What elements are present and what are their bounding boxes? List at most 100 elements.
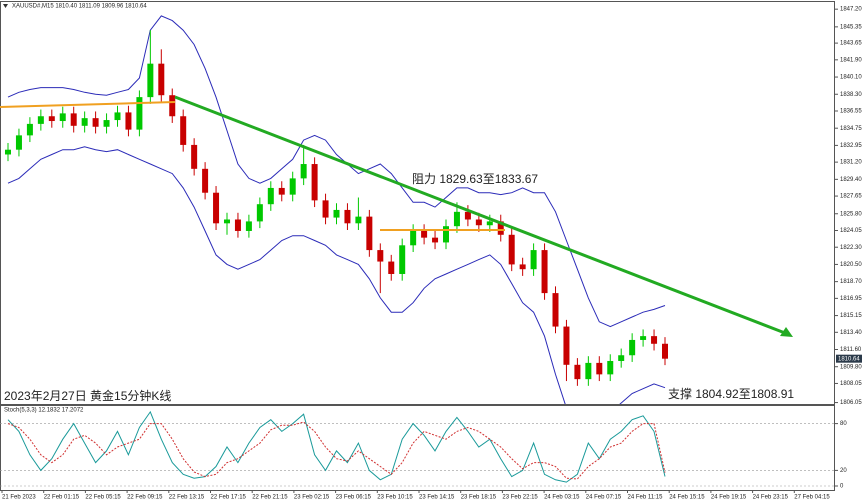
band-lower (7, 146, 666, 404)
candle-body (585, 362, 592, 380)
current-price-label: 1810.64 (838, 356, 860, 362)
candle-body (191, 144, 198, 169)
sub-frame (0, 405, 835, 491)
candle-body (344, 209, 351, 224)
trend-line (174, 95, 786, 335)
y-tick-label: 1824.05 (840, 228, 862, 234)
header-icon (3, 4, 8, 8)
y-tick-label: 1829.40 (840, 177, 862, 183)
x-tick-label: 27 Feb 04:15 (794, 495, 830, 501)
y-tick-label: 1827.65 (840, 194, 862, 200)
candle-body (563, 326, 570, 365)
candle-body (443, 226, 449, 243)
candle-body (574, 364, 581, 380)
candle-body (245, 221, 252, 231)
x-tick-label: 22 Feb 13:15 (169, 495, 205, 501)
candle-body (5, 149, 11, 155)
sub-y-tick-label: 20 (840, 468, 847, 474)
x-tick-label: 24 Feb 03:15 (544, 495, 580, 501)
candle-body (256, 204, 263, 222)
x-tick-label: 21 Feb 2023 (2, 495, 36, 501)
stoch-d (7, 421, 666, 480)
support-note: 支撑 1804.92至1808.91 (668, 386, 794, 401)
x-tick-label: 23 Feb 14:15 (419, 495, 455, 501)
stoch-k (7, 410, 666, 483)
x-tick-label: 24 Feb 23:15 (753, 495, 789, 501)
y-tick-label: 1813.40 (840, 330, 862, 336)
y-tick-label: 1838.30 (840, 92, 862, 98)
x-tick-label: 23 Feb 22:15 (502, 495, 538, 501)
y-tick-label: 1808.05 (840, 381, 862, 387)
chart-caption: 2023年2月27日 黄金15分钟K线 (4, 388, 171, 403)
candle-body (541, 250, 548, 294)
candle-body (103, 120, 110, 127)
x-tick-label: 22 Feb 17:15 (211, 495, 247, 501)
candle-body (355, 216, 362, 224)
y-tick-label: 1809.80 (840, 364, 862, 370)
candle-body (48, 116, 55, 122)
y-tick-label: 1816.95 (840, 296, 862, 302)
x-tick-label: 24 Feb 15:15 (669, 495, 705, 501)
x-tick-label: 24 Feb 19:15 (711, 495, 747, 501)
band-upper (7, 15, 666, 328)
x-tick-label: 22 Feb 01:15 (44, 495, 80, 501)
candle-body (213, 192, 220, 224)
candle-body (311, 164, 318, 201)
candle-body (453, 211, 460, 227)
y-tick-label: 1820.50 (840, 262, 862, 268)
candle-body (596, 362, 603, 375)
candle-body (486, 221, 493, 226)
sub-y-tick-label: 0 (840, 484, 844, 490)
candle-body (59, 113, 66, 122)
candle-body (399, 245, 406, 274)
candle-body (464, 211, 471, 220)
candle-body (519, 264, 526, 270)
x-tick-label: 24 Feb 11:15 (628, 495, 664, 501)
x-tick-label: 22 Feb 09:15 (127, 495, 163, 501)
candle-body (388, 261, 395, 274)
y-tick-label: 1836.55 (840, 109, 862, 115)
x-tick-label: 23 Feb 06:15 (336, 495, 372, 501)
x-tick-label: 23 Feb 02:15 (294, 495, 330, 501)
current-price-box (836, 354, 862, 363)
y-tick-label: 1832.95 (840, 143, 862, 149)
candle-body (125, 112, 132, 130)
main-plot (5, 15, 668, 404)
candle-body (497, 221, 504, 235)
trend-arrow (780, 327, 793, 337)
candle-body (15, 135, 22, 150)
candle-body (662, 343, 668, 359)
candle-body (530, 250, 537, 270)
candle-body (70, 113, 77, 126)
candle-body (618, 355, 625, 361)
candle-body (169, 95, 176, 117)
candle-body (224, 219, 230, 224)
level-line (0, 101, 176, 108)
sub-plot (0, 410, 835, 487)
main-frame (0, 1, 835, 405)
y-tick-label: 1818.70 (840, 279, 862, 285)
candle-body (300, 164, 307, 179)
candle-body (158, 63, 165, 96)
candle-body (552, 293, 559, 327)
candle-body (278, 187, 285, 195)
y-tick-label: 1845.35 (840, 24, 862, 30)
candle-body (410, 230, 417, 246)
sub-y-tick-label: 80 (840, 421, 847, 427)
y-tick-label: 1806.05 (840, 400, 862, 406)
symbol-header: XAUUSD#,M15 1810.40 1811.09 1809.96 1810… (12, 4, 147, 10)
y-tick-label: 1822.30 (840, 245, 862, 251)
candle-body (377, 250, 384, 262)
candle-body (421, 230, 428, 238)
candle-body (147, 63, 154, 98)
candle-body (651, 336, 658, 344)
candle-body (136, 97, 143, 130)
candle-body (475, 219, 482, 226)
candle-body (432, 237, 439, 243)
candle-body (37, 116, 44, 124)
candle-body (180, 116, 187, 145)
candle-body (81, 118, 88, 126)
y-tick-label: 1840.10 (840, 75, 862, 81)
y-tick-label: 1815.15 (840, 313, 862, 319)
